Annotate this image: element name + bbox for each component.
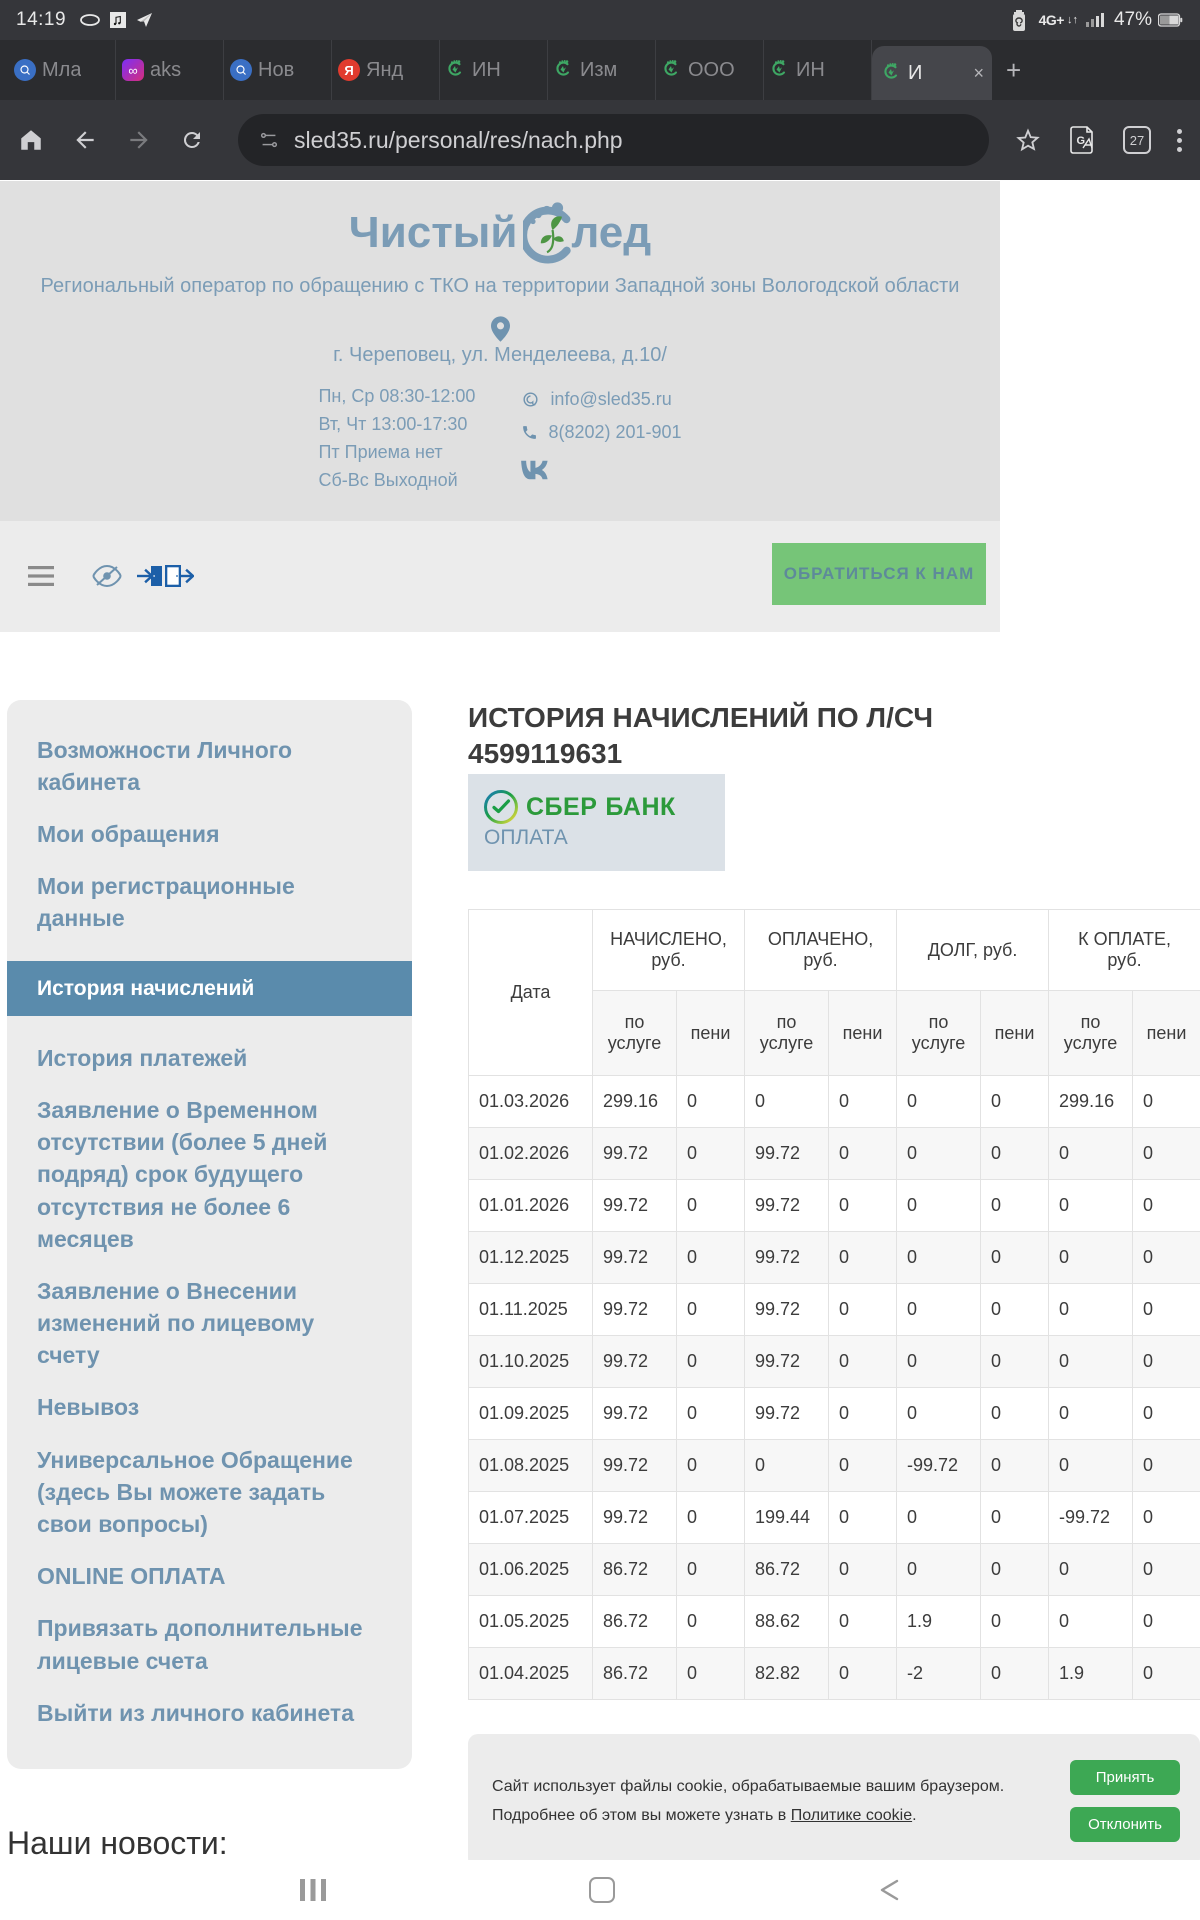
svg-text:G: G — [1077, 135, 1086, 147]
